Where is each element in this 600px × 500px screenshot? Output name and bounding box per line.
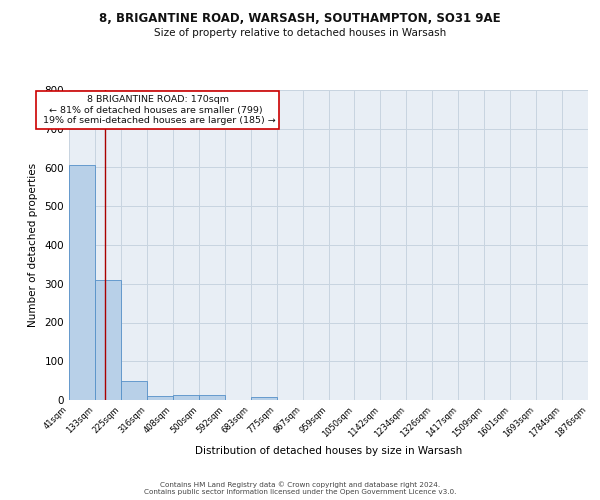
- Text: 8 BRIGANTINE ROAD: 170sqm 
← 81% of detached houses are smaller (799) 
 19% of s: 8 BRIGANTINE ROAD: 170sqm ← 81% of detac…: [40, 95, 275, 125]
- Text: Size of property relative to detached houses in Warsash: Size of property relative to detached ho…: [154, 28, 446, 38]
- Bar: [173, 396, 199, 400]
- Y-axis label: Number of detached properties: Number of detached properties: [28, 163, 38, 327]
- Bar: [121, 380, 147, 400]
- Bar: [69, 165, 95, 400]
- Bar: [199, 396, 225, 400]
- Text: Contains HM Land Registry data © Crown copyright and database right 2024.
Contai: Contains HM Land Registry data © Crown c…: [144, 482, 456, 495]
- Bar: [95, 280, 121, 400]
- X-axis label: Distribution of detached houses by size in Warsash: Distribution of detached houses by size …: [195, 446, 462, 456]
- Bar: [147, 396, 173, 400]
- Bar: [251, 397, 277, 400]
- Text: 8, BRIGANTINE ROAD, WARSASH, SOUTHAMPTON, SO31 9AE: 8, BRIGANTINE ROAD, WARSASH, SOUTHAMPTON…: [99, 12, 501, 26]
